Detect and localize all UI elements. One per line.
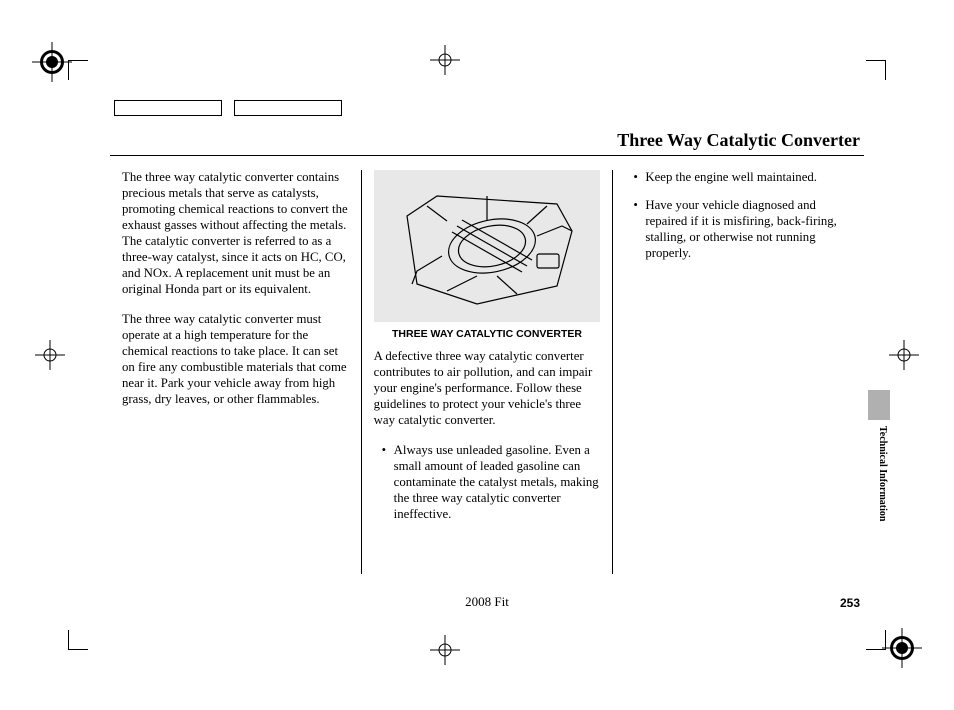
crop-mark [68, 630, 88, 650]
crop-mark [68, 60, 88, 80]
figure-illustration [374, 170, 601, 322]
header-placeholder-boxes [114, 100, 342, 116]
column-2: THREE WAY CATALYTIC CONVERTER A defectiv… [361, 170, 613, 574]
placeholder-box [114, 100, 222, 116]
list-item: Have your vehicle diagnosed and repaired… [633, 198, 852, 262]
crosshair-right [889, 340, 919, 370]
page-header: Three Way Catalytic Converter [110, 130, 864, 156]
footer-model: 2008 Fit [465, 594, 509, 610]
bullet-list: Keep the engine well maintained. Have yo… [625, 170, 852, 262]
bullet-list: Always use unleaded gasoline. Even a sma… [374, 443, 601, 523]
placeholder-box [234, 100, 342, 116]
page-content: Three Way Catalytic Converter The three … [110, 100, 864, 610]
content-columns: The three way catalytic converter contai… [110, 170, 864, 574]
paragraph: A defective three way catalytic converte… [374, 349, 601, 429]
column-3: Keep the engine well maintained. Have yo… [612, 170, 864, 574]
crosshair-bottom [430, 635, 460, 665]
paragraph: The three way catalytic converter contai… [122, 170, 349, 298]
paragraph: The three way catalytic converter must o… [122, 312, 349, 408]
crosshair-left [35, 340, 65, 370]
section-tab: Technical Information [868, 390, 890, 520]
crosshair-top [430, 45, 460, 75]
tab-marker [868, 390, 890, 420]
column-1: The three way catalytic converter contai… [110, 170, 361, 574]
tab-label: Technical Information [877, 426, 888, 521]
list-item: Always use unleaded gasoline. Even a sma… [382, 443, 601, 523]
figure-caption: THREE WAY CATALYTIC CONVERTER [374, 328, 601, 341]
crop-mark [866, 630, 886, 650]
crop-mark [866, 60, 886, 80]
list-item: Keep the engine well maintained. [633, 170, 852, 186]
page-footer: 2008 Fit 253 [110, 596, 864, 610]
page-title: Three Way Catalytic Converter [110, 130, 860, 151]
page-number: 253 [840, 596, 860, 610]
